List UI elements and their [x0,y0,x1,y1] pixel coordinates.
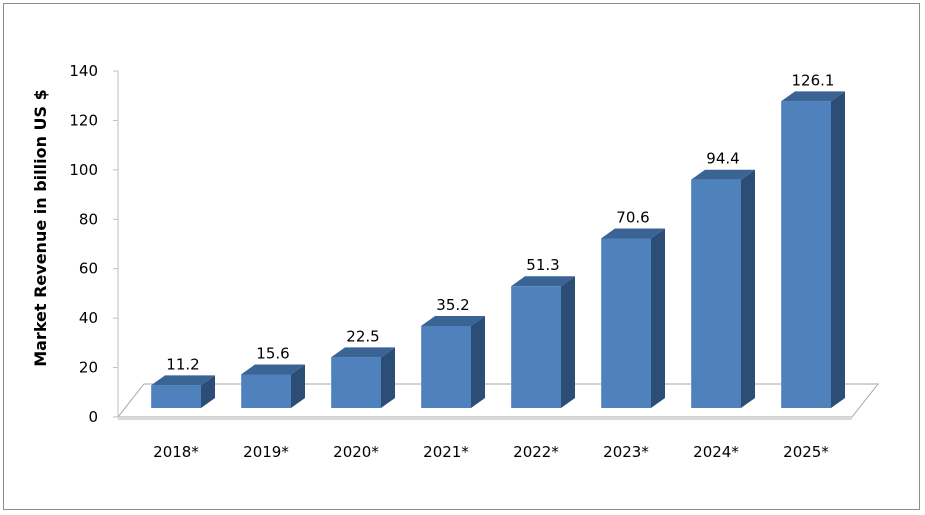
bar-front [151,385,201,408]
x-tick-label: 2023* [603,443,649,461]
bar-top [331,347,395,358]
bar [511,276,575,408]
bar [331,347,395,408]
bar-front [601,238,651,408]
bar-side [471,316,485,408]
bar [241,364,305,408]
bar-top [781,91,845,102]
data-label: 11.2 [166,355,199,373]
data-label: 51.3 [526,256,559,274]
bar-side [381,347,395,408]
chart-frame [3,3,920,510]
bar-side [291,364,305,408]
bar [421,316,485,408]
y-axis-label: Market Revenue in billion US $ [31,89,50,367]
bar-front [241,374,291,408]
y-tick-label: 40 [79,309,98,327]
x-axis-tick-labels: 2018* 2019* 2020* 2021* 2022* 2023* 2024* 2025* [153,443,829,461]
bar-front [691,179,741,408]
bar-side [651,228,665,408]
data-label: 15.6 [256,344,289,362]
bar-top [601,228,665,239]
bar-top [421,316,485,327]
floor-edge [118,417,852,420]
x-tick-label: 2020* [333,443,379,461]
bar-side [741,169,755,408]
data-label: 35.2 [436,296,469,314]
bar-top [691,169,755,180]
bar [691,169,755,408]
chart-floor [116,383,880,420]
y-tick-label: 0 [88,408,98,426]
y-tick-label: 120 [69,111,98,129]
y-tick-label: 100 [69,161,98,179]
y-tick-label: 140 [69,62,98,80]
bar-top [151,375,215,386]
bar-top [241,364,305,375]
data-label: 94.4 [706,150,739,168]
data-label: 70.6 [616,209,649,227]
x-tick-label: 2018* [153,443,199,461]
x-tick-label: 2025* [783,443,829,461]
bar [151,375,215,408]
bar-side [201,375,215,408]
y-axis: 0 20 40 60 80 100 120 140 [69,62,119,426]
x-tick-label: 2019* [243,443,289,461]
x-tick-label: 2024* [693,443,739,461]
data-labels: 11.2 15.6 22.5 35.2 51.3 70.6 94.4 126.1 [166,71,834,373]
data-label: 126.1 [792,71,835,89]
x-tick-label: 2022* [513,443,559,461]
bar-front [511,286,561,408]
bar-front [331,357,381,408]
bar [601,228,665,408]
data-label: 22.5 [346,327,379,345]
bar-side [561,276,575,408]
y-tick-label: 80 [79,210,98,228]
y-tick-label: 20 [79,359,98,377]
bar-front [781,101,831,409]
bar-front [421,326,471,408]
bar-top [511,276,575,287]
bars [151,91,845,409]
bar [781,91,845,409]
bar-side [831,91,845,409]
y-tick-label: 60 [79,260,98,278]
floor-plane [116,383,880,418]
x-tick-label: 2021* [423,443,469,461]
